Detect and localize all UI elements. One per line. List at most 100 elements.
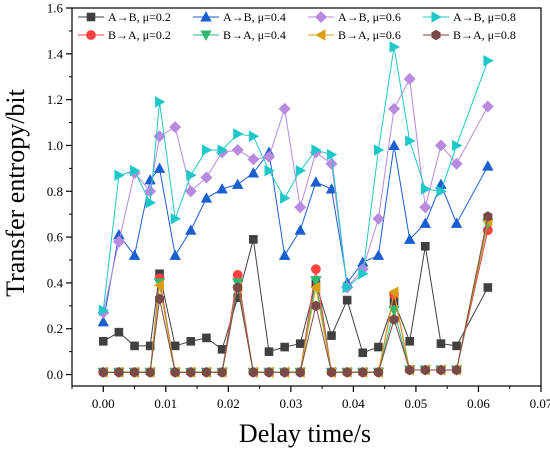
data-point bbox=[310, 264, 321, 275]
series-layer bbox=[97, 41, 494, 379]
data-point bbox=[129, 367, 140, 378]
data-point bbox=[342, 281, 353, 294]
data-point bbox=[200, 171, 213, 184]
data-point bbox=[232, 178, 244, 189]
legend-item-6: B→A, μ=0.6 bbox=[308, 28, 401, 42]
legend: A→B, μ=0.2 B→A, μ=0.2 A→B, μ=0.4 B→A, μ=0.4… bbox=[78, 10, 516, 42]
legend-label: A→B, μ=0.8 bbox=[453, 10, 516, 24]
data-point bbox=[278, 249, 291, 260]
y-tick-label: 1.6 bbox=[47, 1, 64, 16]
data-point bbox=[247, 153, 260, 166]
data-point bbox=[128, 249, 141, 260]
data-point bbox=[280, 192, 291, 204]
y-tick-label: 0.0 bbox=[47, 367, 63, 382]
data-point bbox=[97, 316, 109, 327]
legend-label: B→A, μ=0.4 bbox=[223, 28, 286, 42]
data-point bbox=[421, 241, 430, 251]
data-point bbox=[431, 29, 441, 41]
data-point bbox=[280, 342, 289, 352]
data-point bbox=[264, 367, 274, 378]
y-tick-label: 0.6 bbox=[47, 230, 64, 245]
data-point bbox=[249, 235, 258, 244]
data-point bbox=[358, 367, 368, 378]
x-tick-label: 0.06 bbox=[467, 396, 490, 411]
data-point bbox=[186, 169, 197, 181]
data-point bbox=[419, 201, 432, 214]
data-point bbox=[155, 293, 165, 305]
series-1 bbox=[98, 235, 493, 358]
data-point bbox=[98, 367, 108, 378]
data-point bbox=[450, 217, 463, 228]
data-point bbox=[186, 367, 196, 378]
data-point bbox=[170, 367, 180, 378]
data-point bbox=[278, 102, 291, 115]
data-point bbox=[155, 96, 166, 108]
data-point bbox=[264, 164, 275, 177]
legend-item-3: A→B, μ=0.4 bbox=[193, 10, 286, 24]
data-point bbox=[295, 339, 305, 348]
data-point bbox=[217, 144, 228, 156]
legend-item-2: B→A, μ=0.2 bbox=[78, 28, 171, 42]
data-point bbox=[419, 217, 432, 228]
y-tick-label: 0.2 bbox=[47, 321, 63, 336]
y-tick-label: 1.2 bbox=[47, 92, 63, 107]
data-point bbox=[114, 367, 124, 378]
data-point bbox=[295, 164, 307, 177]
legend-item-4: B→A, μ=0.4 bbox=[193, 28, 286, 42]
data-point bbox=[248, 367, 258, 378]
data-point bbox=[405, 135, 416, 147]
data-point bbox=[327, 148, 338, 161]
data-point bbox=[294, 201, 307, 214]
data-point bbox=[114, 327, 124, 337]
data-point bbox=[372, 249, 385, 260]
data-point bbox=[452, 364, 462, 376]
data-point bbox=[420, 183, 432, 195]
data-point bbox=[310, 176, 322, 187]
x-axis-title: Delay time/s bbox=[239, 419, 371, 448]
y-tick-label: 1.4 bbox=[47, 46, 64, 61]
data-point bbox=[231, 144, 244, 157]
data-point bbox=[200, 11, 212, 22]
data-point bbox=[114, 169, 125, 181]
data-point bbox=[170, 341, 180, 351]
data-point bbox=[342, 295, 352, 305]
data-point bbox=[388, 305, 400, 317]
y-tick-label: 1.0 bbox=[47, 138, 63, 153]
y-tick-label: 0.8 bbox=[47, 184, 63, 199]
series-5 bbox=[97, 72, 494, 319]
data-point bbox=[405, 364, 415, 376]
legend-label: A→B, μ=0.6 bbox=[338, 10, 401, 24]
data-point bbox=[112, 235, 125, 248]
data-point bbox=[130, 164, 141, 177]
legend-item-5: A→B, μ=0.6 bbox=[308, 10, 401, 24]
data-point bbox=[145, 341, 155, 351]
data-point bbox=[342, 367, 352, 378]
data-point bbox=[153, 162, 166, 173]
data-point bbox=[201, 367, 211, 378]
data-point bbox=[233, 282, 243, 293]
data-point bbox=[98, 337, 108, 346]
data-point bbox=[311, 300, 321, 312]
data-point bbox=[389, 314, 399, 325]
x-tick-label: 0.05 bbox=[405, 396, 428, 411]
data-point bbox=[434, 139, 447, 152]
data-point bbox=[262, 150, 276, 163]
data-point bbox=[186, 337, 196, 346]
data-point bbox=[388, 139, 400, 150]
x-tick-label: 0.01 bbox=[154, 396, 177, 411]
series-7 bbox=[98, 41, 494, 317]
y-axis-title: Transfer entropy/bit bbox=[1, 88, 30, 297]
x-tick-label: 0.04 bbox=[342, 396, 365, 411]
plot-frame bbox=[71, 7, 542, 387]
data-point bbox=[325, 157, 338, 170]
data-point bbox=[373, 367, 383, 378]
data-point bbox=[247, 167, 260, 178]
data-point bbox=[310, 281, 321, 294]
data-point bbox=[86, 12, 96, 22]
data-point bbox=[436, 339, 446, 348]
x-tick-label: 0.00 bbox=[92, 396, 115, 411]
data-point bbox=[403, 233, 416, 244]
data-point bbox=[483, 283, 493, 292]
data-point bbox=[201, 144, 213, 156]
